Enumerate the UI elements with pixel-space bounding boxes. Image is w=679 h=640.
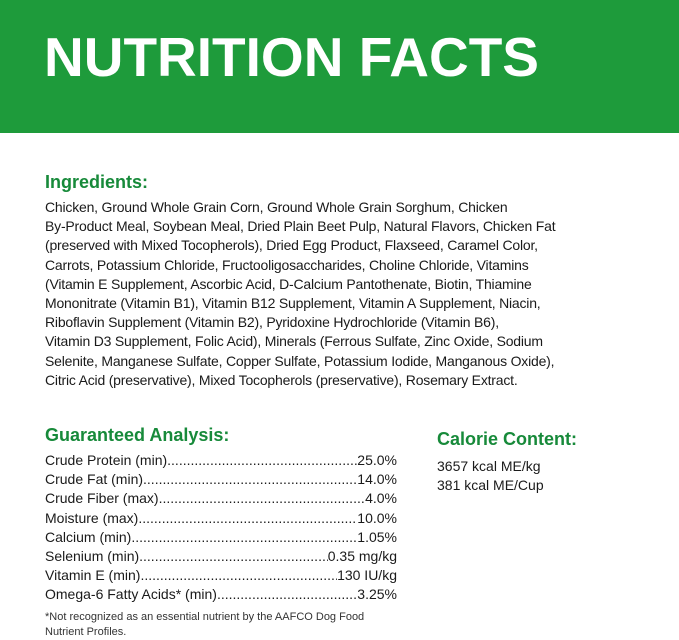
- title-banner: NUTRITION FACTS: [0, 0, 679, 133]
- footnote: *Not recognized as an essential nutrient…: [45, 610, 364, 640]
- analysis-row: Crude Fat (min) 14.0%: [45, 470, 397, 489]
- nutrient-label: Omega-6 Fatty Acids* (min): [45, 586, 217, 603]
- nutrient-label: Vitamin E (min): [45, 567, 141, 584]
- ingredient-line: Citric Acid (preservative), Mixed Tocoph…: [45, 371, 518, 388]
- analysis-row: Omega-6 Fatty Acids* (min) 3.25%: [45, 585, 397, 604]
- nutrient-value: 4.0%: [365, 490, 397, 507]
- guaranteed-analysis-table: Crude Protein (min) 25.0% Crude Fat (min) 1…: [45, 451, 397, 605]
- leader-dots: [217, 585, 357, 604]
- analysis-row: Selenium (min) 0.35 mg/kg: [45, 547, 397, 566]
- analysis-row: Crude Fiber (max) 4.0%: [45, 489, 397, 508]
- ingredient-line: Chicken, Ground Whole Grain Corn, Ground…: [45, 199, 508, 215]
- calorie-content: 3657 kcal ME/kg 381 kcal ME/Cup: [437, 457, 544, 495]
- nutrient-label: Selenium (min): [45, 548, 140, 565]
- nutrient-value: 130 IU/kg: [337, 567, 397, 584]
- leader-dots: [131, 528, 357, 547]
- ingredients-text: Chicken, Ground Whole Grain Corn, Ground…: [45, 198, 556, 390]
- ingredient-line: Mononitrate (Vitamin B1), Vitamin B12 Su…: [45, 295, 541, 312]
- ingredient-line: Riboflavin Supplement (Vitamin B2), Pyri…: [45, 314, 499, 331]
- leader-dots: [139, 547, 328, 566]
- nutrient-label: Moisture (max): [45, 509, 139, 526]
- analysis-row: Moisture (max) 10.0%: [45, 509, 397, 528]
- ingredient-line: Carrots, Potassium Chloride, Fructooligo…: [45, 256, 529, 273]
- analysis-row: Crude Protein (min) 25.0%: [45, 451, 397, 470]
- ingredient-line: By-Product Meal, Soybean Meal, Dried Pla…: [45, 218, 556, 235]
- nutrient-label: Crude Fiber (max): [45, 490, 159, 507]
- nutrient-value: 25.0%: [357, 452, 397, 468]
- footnote-line: Nutrient Profiles.: [45, 626, 127, 638]
- ingredient-line: (Vitamin E Supplement, Ascorbic Acid, D-…: [45, 275, 532, 292]
- nutrient-value: 1.05%: [357, 528, 397, 545]
- calorie-line: 381 kcal ME/Cup: [437, 477, 544, 493]
- nutrient-label: Crude Fat (min): [45, 471, 144, 488]
- nutrient-value: 3.25%: [357, 586, 397, 603]
- analysis-row: Calcium (min) 1.05%: [45, 528, 397, 547]
- leader-dots: [140, 566, 337, 585]
- ingredient-line: Selenite, Manganese Sulfate, Copper Sulf…: [45, 352, 555, 369]
- leader-dots: [143, 470, 357, 489]
- analysis-heading: Guaranteed Analysis:: [45, 425, 230, 445]
- leader-dots: [167, 451, 357, 470]
- page-title: NUTRITION FACTS: [44, 26, 539, 88]
- ingredients-heading: Ingredients:: [45, 172, 149, 192]
- nutrient-label: Calcium (min): [45, 528, 132, 545]
- analysis-row: Vitamin E (min) 130 IU/kg: [45, 566, 397, 585]
- footnote-line: *Not recognized as an essential nutrient…: [45, 611, 365, 623]
- nutrient-value: 0.35 mg/kg: [327, 548, 397, 565]
- leader-dots: [159, 489, 365, 508]
- nutrient-value: 10.0%: [357, 509, 397, 526]
- calorie-heading: Calorie Content:: [437, 429, 578, 449]
- nutrient-label: Crude Protein (min): [45, 452, 168, 468]
- calorie-line: 3657 kcal ME/kg: [437, 458, 541, 474]
- nutrient-value: 14.0%: [357, 471, 397, 488]
- ingredient-line: Vitamin D3 Supplement, Folic Acid), Mine…: [45, 333, 543, 350]
- ingredient-line: (preserved with Mixed Tocopherols), Drie…: [45, 237, 538, 254]
- leader-dots: [138, 509, 357, 528]
